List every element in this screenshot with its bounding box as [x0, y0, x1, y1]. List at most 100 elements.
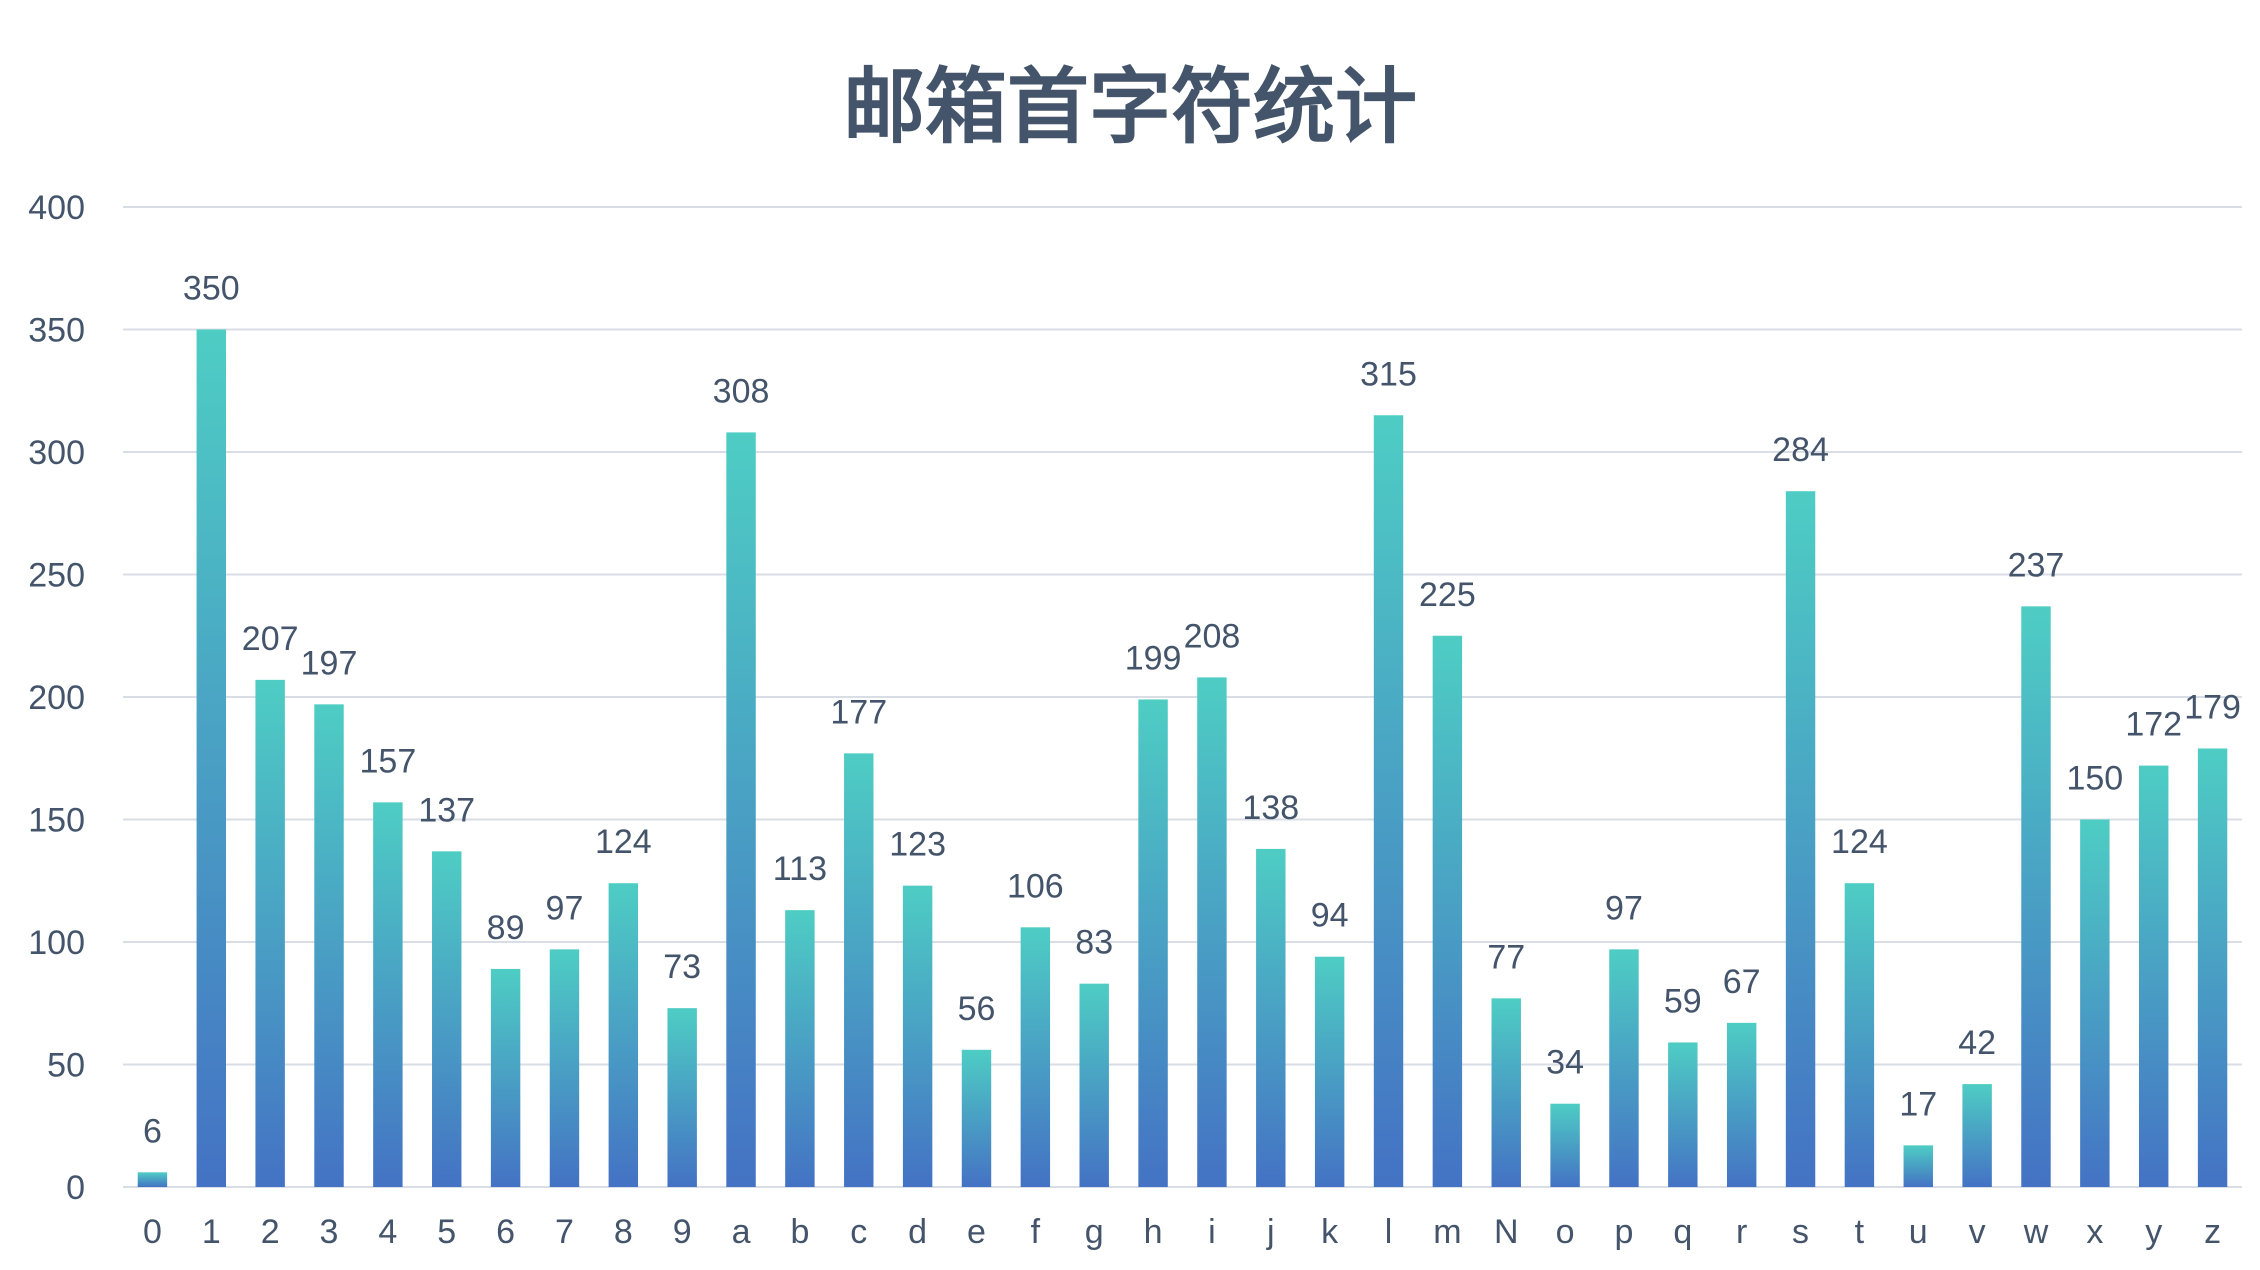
x-tick-label-6: 6 — [496, 1213, 515, 1251]
x-tick-label-0: 0 — [143, 1213, 162, 1251]
x-tick-label-4: 4 — [378, 1213, 397, 1251]
x-tick-label-f: f — [1031, 1213, 1041, 1251]
data-label-2: 207 — [242, 620, 299, 658]
y-tick-label: 200 — [28, 679, 85, 717]
bar-t — [1844, 883, 1875, 1187]
x-tick-label-c: c — [850, 1213, 867, 1251]
x-tick-label-p: p — [1614, 1213, 1633, 1251]
bar-0 — [137, 1172, 168, 1187]
x-tick-label-r: r — [1736, 1213, 1747, 1251]
x-tick-label-i: i — [1208, 1213, 1216, 1251]
bar-6 — [490, 968, 521, 1187]
x-tick-label-y: y — [2145, 1213, 2162, 1251]
x-tick-label-g: g — [1085, 1213, 1104, 1251]
bar-q — [1668, 1042, 1698, 1187]
x-tick-label-d: d — [908, 1213, 927, 1251]
x-tick-label-z: z — [2204, 1213, 2221, 1251]
data-label-h: 199 — [1125, 639, 1182, 677]
bar-e — [961, 1049, 992, 1187]
bar-4 — [373, 802, 403, 1187]
x-tick-label-k: k — [1321, 1213, 1339, 1251]
bar-o — [1550, 1103, 1580, 1187]
x-tick-label-9: 9 — [673, 1213, 692, 1251]
x-tick-label-x: x — [2086, 1213, 2103, 1251]
y-tick-label: 400 — [28, 189, 85, 227]
x-tick-label-v: v — [1969, 1213, 1986, 1251]
x-tick-label-s: s — [1792, 1213, 1809, 1251]
x-tick-label-2: 2 — [261, 1213, 280, 1251]
data-label-p: 97 — [1605, 889, 1643, 927]
x-tick-label-o: o — [1556, 1213, 1575, 1251]
y-tick-label: 250 — [28, 557, 85, 595]
bar-f — [1020, 927, 1051, 1187]
data-label-b: 113 — [773, 850, 827, 888]
data-label-0: 6 — [143, 1112, 162, 1150]
bar-N — [1491, 998, 1521, 1187]
bar-w — [2021, 606, 2051, 1187]
data-label-9: 73 — [663, 948, 701, 986]
bar-9 — [667, 1008, 697, 1187]
x-tick-label-b: b — [790, 1213, 809, 1251]
y-axis-ticks: 0 50 100 150 200 250 300 350 400 — [28, 189, 85, 1207]
bar-m — [1432, 635, 1463, 1187]
data-label-x: 150 — [2066, 760, 2123, 798]
bar-1 — [196, 329, 227, 1187]
x-tick-label-l: l — [1385, 1213, 1393, 1251]
bar-5 — [432, 851, 462, 1187]
x-tick-label-3: 3 — [320, 1213, 339, 1251]
data-label-m: 225 — [1419, 576, 1476, 614]
bar-d — [902, 885, 933, 1187]
bar-k — [1314, 956, 1345, 1187]
x-tick-label-j: j — [1266, 1213, 1275, 1251]
data-label-5: 137 — [418, 791, 475, 829]
bar-j — [1256, 848, 1286, 1187]
data-label-u: 17 — [1899, 1085, 1937, 1123]
data-label-z: 179 — [2184, 688, 2241, 726]
bar-c — [844, 753, 874, 1187]
bar-2 — [255, 679, 285, 1187]
data-label-6: 89 — [487, 909, 525, 947]
x-tick-label-u: u — [1909, 1213, 1928, 1251]
x-tick-label-a: a — [732, 1213, 751, 1251]
data-label-r: 67 — [1723, 963, 1761, 1001]
bar-y — [2138, 765, 2169, 1187]
data-label-N: 77 — [1487, 938, 1525, 976]
data-label-c: 177 — [830, 693, 887, 731]
data-label-v: 42 — [1958, 1024, 1996, 1062]
data-label-l: 315 — [1360, 355, 1417, 393]
bar-h — [1138, 699, 1168, 1187]
bar-7 — [549, 949, 580, 1187]
x-tick-label-5: 5 — [437, 1213, 456, 1251]
bar-s — [1785, 491, 1816, 1187]
x-tick-label-7: 7 — [555, 1213, 574, 1251]
x-tick-label-t: t — [1855, 1213, 1865, 1251]
bar-z — [2197, 748, 2228, 1187]
data-label-4: 157 — [360, 742, 417, 780]
bar-p — [1609, 949, 1639, 1187]
data-label-y: 172 — [2125, 706, 2182, 744]
data-label-d: 123 — [889, 826, 946, 864]
data-label-3: 197 — [301, 644, 358, 682]
x-tick-label-e: e — [967, 1213, 986, 1251]
x-tick-label-1: 1 — [202, 1213, 221, 1251]
bar-u — [1903, 1145, 1933, 1187]
bar-v — [1962, 1084, 1992, 1187]
chart-title: 邮箱首字符统计 — [842, 60, 1417, 155]
y-tick-label: 0 — [66, 1169, 85, 1207]
y-tick-label: 300 — [28, 434, 85, 472]
bar-r — [1726, 1022, 1757, 1187]
data-label-q: 59 — [1664, 982, 1702, 1020]
data-label-t: 124 — [1831, 823, 1888, 861]
bar-x — [2080, 819, 2110, 1187]
bar-g — [1079, 983, 1109, 1187]
data-label-o: 34 — [1546, 1044, 1584, 1082]
bar-l — [1373, 415, 1404, 1187]
bar-i — [1197, 677, 1227, 1187]
x-tick-label-m: m — [1433, 1213, 1461, 1251]
data-label-i: 208 — [1184, 617, 1241, 655]
bar-a — [726, 432, 756, 1187]
y-tick-label: 50 — [47, 1047, 85, 1085]
bar-3 — [314, 704, 344, 1187]
